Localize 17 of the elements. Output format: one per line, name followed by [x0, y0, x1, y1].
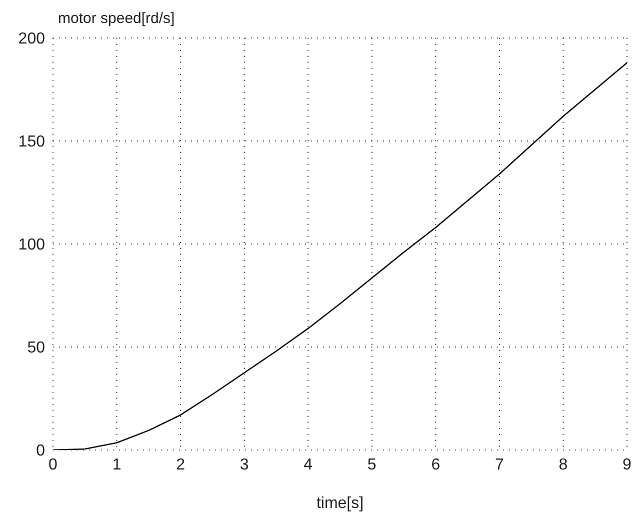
x-tick-label: 6	[431, 456, 440, 474]
x-tick-label: 2	[176, 456, 186, 474]
x-tick-label: 3	[240, 456, 249, 474]
y-tick-label: 150	[18, 134, 46, 151]
y-tick-label: 200	[18, 30, 46, 48]
x-tick-label: 7	[494, 456, 504, 474]
x-tick-label: 5	[367, 456, 376, 474]
x-tick-label: 8	[558, 456, 568, 474]
y-axis-title: motor speed[rd/s]	[58, 10, 175, 27]
x-tick-label: 9	[622, 456, 632, 474]
x-tick-label: 4	[304, 456, 313, 474]
x-axis-title: time[s]	[316, 495, 364, 512]
x-tick-label: 0	[48, 456, 58, 474]
y-tick-label: 0	[36, 442, 46, 460]
y-tick-label: 50	[27, 340, 46, 357]
y-tick-label: 100	[18, 236, 46, 254]
x-tick-label: 1	[112, 456, 122, 474]
